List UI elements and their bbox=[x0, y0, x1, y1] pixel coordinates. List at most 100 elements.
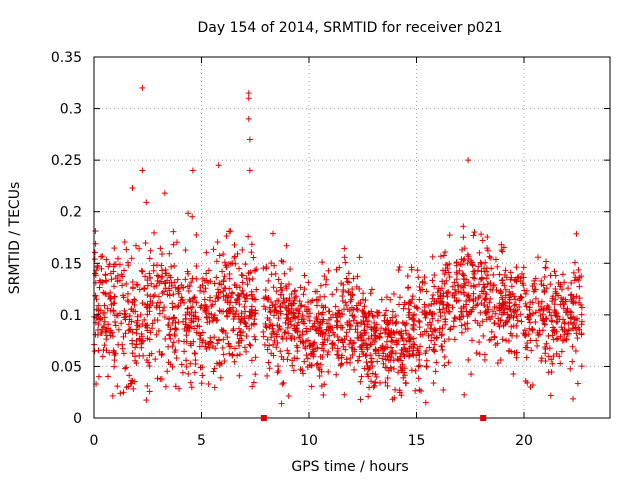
data-point bbox=[525, 331, 532, 338]
data-point bbox=[507, 276, 514, 283]
data-point bbox=[484, 245, 491, 252]
data-point bbox=[434, 334, 441, 341]
data-point bbox=[383, 307, 390, 314]
data-point bbox=[278, 280, 285, 287]
data-point bbox=[363, 314, 370, 321]
data-point bbox=[208, 311, 215, 318]
data-point bbox=[143, 199, 150, 206]
data-point bbox=[209, 343, 216, 350]
data-point bbox=[532, 319, 539, 326]
data-point bbox=[285, 350, 292, 357]
data-point bbox=[433, 359, 440, 366]
data-point bbox=[313, 315, 320, 322]
data-point bbox=[401, 345, 408, 352]
data-point bbox=[413, 304, 420, 311]
data-point bbox=[231, 255, 238, 262]
data-point bbox=[501, 272, 508, 279]
data-point bbox=[474, 301, 481, 308]
data-point bbox=[124, 290, 131, 297]
data-point bbox=[552, 296, 559, 303]
data-point bbox=[575, 266, 582, 273]
data-point bbox=[306, 317, 313, 324]
data-point bbox=[523, 354, 530, 361]
data-point bbox=[279, 381, 286, 388]
data-point bbox=[345, 270, 352, 277]
data-point bbox=[465, 255, 472, 262]
data-point bbox=[270, 328, 277, 335]
data-point bbox=[457, 289, 464, 296]
data-point bbox=[141, 316, 148, 323]
data-point bbox=[572, 299, 579, 306]
data-point bbox=[484, 272, 491, 279]
data-point bbox=[346, 341, 353, 348]
data-point bbox=[293, 342, 300, 349]
data-point bbox=[172, 383, 179, 390]
data-point bbox=[120, 333, 127, 340]
data-point bbox=[558, 324, 565, 331]
data-point bbox=[262, 286, 269, 293]
data-point bbox=[464, 325, 471, 332]
data-point bbox=[409, 350, 416, 357]
data-point bbox=[419, 309, 426, 316]
x-tick-label: 20 bbox=[515, 433, 533, 449]
data-point bbox=[435, 285, 442, 292]
data-point bbox=[268, 260, 275, 267]
data-point bbox=[131, 296, 138, 303]
data-point bbox=[400, 369, 407, 376]
data-point bbox=[166, 250, 173, 257]
data-point bbox=[349, 352, 356, 359]
data-point bbox=[333, 371, 340, 378]
data-point bbox=[348, 323, 355, 330]
data-point bbox=[433, 335, 440, 342]
data-point bbox=[471, 275, 478, 282]
data-point bbox=[149, 320, 156, 327]
data-point bbox=[356, 353, 363, 360]
data-point bbox=[211, 314, 218, 321]
data-point bbox=[281, 270, 288, 277]
data-point bbox=[115, 326, 122, 333]
data-point bbox=[112, 322, 119, 329]
data-point bbox=[236, 284, 243, 291]
data-point bbox=[492, 310, 499, 317]
data-point bbox=[576, 274, 583, 281]
data-point bbox=[545, 306, 552, 313]
data-point bbox=[439, 267, 446, 274]
data-point bbox=[358, 319, 365, 326]
data-point bbox=[445, 359, 452, 366]
data-point bbox=[380, 350, 387, 357]
data-point bbox=[358, 373, 365, 380]
data-point bbox=[183, 363, 190, 370]
data-point bbox=[264, 296, 271, 303]
data-point bbox=[525, 316, 532, 323]
data-point bbox=[499, 300, 506, 307]
data-point bbox=[142, 239, 149, 246]
x-tick-labels: 0 5 10 15 20 bbox=[90, 433, 533, 449]
data-point bbox=[107, 295, 114, 302]
data-point bbox=[324, 351, 331, 358]
data-point bbox=[421, 274, 428, 281]
data-point bbox=[460, 234, 467, 241]
data-point bbox=[416, 351, 423, 358]
data-point bbox=[114, 278, 121, 285]
data-point bbox=[388, 365, 395, 372]
data-point bbox=[138, 344, 145, 351]
data-point bbox=[333, 286, 340, 293]
data-point bbox=[111, 293, 118, 300]
data-point bbox=[267, 321, 274, 328]
data-point bbox=[149, 325, 156, 332]
data-point bbox=[95, 310, 102, 317]
data-point bbox=[118, 320, 125, 327]
data-point bbox=[520, 274, 527, 281]
data-point bbox=[146, 336, 153, 343]
data-point bbox=[308, 383, 315, 390]
data-point bbox=[312, 288, 319, 295]
data-point bbox=[409, 296, 416, 303]
data-point bbox=[273, 288, 280, 295]
data-point bbox=[183, 321, 190, 328]
data-point bbox=[522, 344, 529, 351]
data-point bbox=[154, 277, 161, 284]
data-point bbox=[249, 383, 256, 390]
data-point bbox=[354, 357, 361, 364]
data-point bbox=[532, 275, 539, 282]
data-point bbox=[465, 294, 472, 301]
